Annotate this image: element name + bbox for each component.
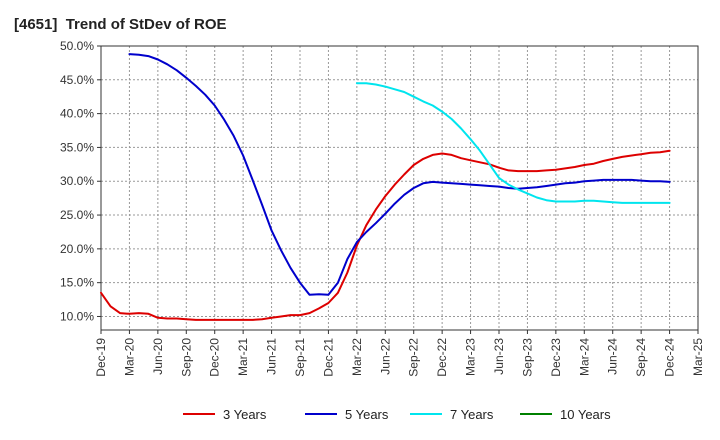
x-tick-label: Sep-20	[179, 338, 193, 377]
x-tick-label: Mar-24	[577, 338, 591, 376]
axes	[100, 45, 699, 331]
y-tick-label: 20.0%	[60, 242, 94, 256]
legend-label-5-years: 5 Years	[345, 407, 389, 422]
x-tick-label: Dec-24	[663, 338, 677, 377]
x-tick-label: Mar-22	[350, 338, 364, 376]
legend-label-7-years: 7 Years	[450, 407, 494, 422]
x-tick-label: Sep-23	[520, 338, 534, 377]
y-tick-label: 45.0%	[60, 73, 94, 87]
y-tick-label: 35.0%	[60, 140, 94, 154]
series-line-7-years	[355, 82, 671, 204]
y-tick-label: 30.0%	[60, 174, 94, 188]
x-tick-label: Mar-25	[691, 338, 705, 376]
x-tick-label: Jun-22	[378, 338, 392, 375]
x-tick-label: Dec-23	[549, 338, 563, 377]
y-axis-ticks: 10.0% 15.0% 20.0% 25.0% 30.0% 35.0% 40.0% 45.0%…	[60, 39, 101, 323]
y-tick-label: 15.0%	[60, 276, 94, 290]
x-tick-label: Mar-20	[122, 338, 136, 376]
x-tick-label: Jun-24	[606, 338, 620, 375]
series-line-5-years	[128, 53, 671, 296]
x-axis-ticks: Dec-19 Mar-20 Jun-20 Sep-20 Dec-20 Mar-21 Jun-…	[94, 330, 705, 377]
y-tick-label: 50.0%	[60, 39, 94, 53]
x-tick-label: Dec-22	[435, 338, 449, 377]
y-tick-label: 40.0%	[60, 107, 94, 121]
x-tick-label: Dec-21	[321, 338, 335, 377]
x-tick-label: Jun-21	[265, 338, 279, 375]
x-tick-label: Sep-22	[407, 338, 421, 377]
x-tick-label: Jun-23	[492, 338, 506, 375]
plot-frame	[100, 45, 699, 331]
x-tick-label: Sep-24	[634, 338, 648, 377]
x-tick-label: Mar-21	[236, 338, 250, 376]
x-tick-label: Dec-19	[94, 338, 108, 377]
legend-label-3-years: 3 Years	[223, 407, 267, 422]
series-lines	[100, 53, 671, 321]
y-tick-label: 25.0%	[60, 208, 94, 222]
x-tick-label: Mar-23	[464, 338, 478, 376]
legend-label-10-years: 10 Years	[560, 407, 611, 422]
x-tick-label: Sep-21	[293, 338, 307, 377]
legend: 3 Years 5 Years 7 Years 10 Years	[183, 407, 611, 422]
x-tick-label: Dec-20	[208, 338, 222, 377]
x-tick-label: Jun-20	[151, 338, 165, 375]
series-line-3-years	[100, 149, 671, 321]
gridlines	[100, 45, 699, 330]
chart-title: [4651] Trend of StDev of ROE	[14, 16, 227, 33]
y-tick-label: 10.0%	[60, 309, 94, 323]
